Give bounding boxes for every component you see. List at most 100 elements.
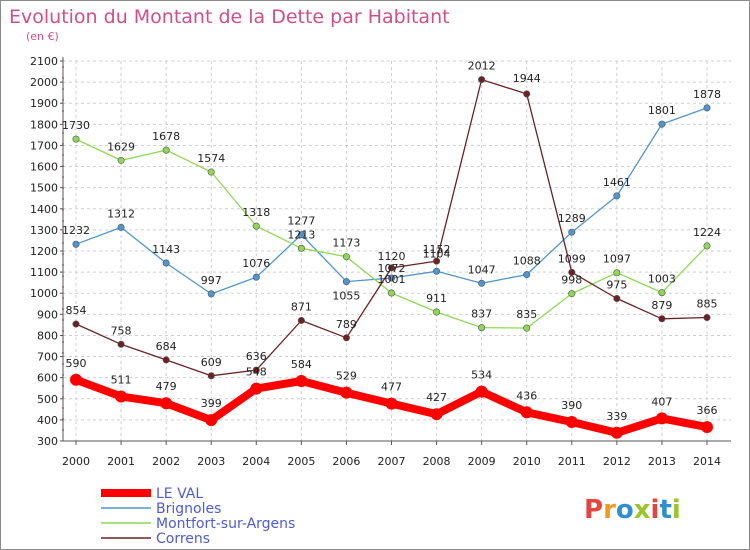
data-point xyxy=(252,366,260,374)
data-label: 997 xyxy=(201,274,222,287)
y-tick-label: 1400 xyxy=(30,203,58,216)
data-label: 789 xyxy=(336,318,357,331)
data-point xyxy=(117,223,125,231)
data-point xyxy=(387,274,395,282)
y-tick-label: 1800 xyxy=(30,118,58,131)
y-tick-label: 1300 xyxy=(30,224,58,237)
legend-label: LE VAL xyxy=(156,486,203,502)
axes: 300 400 500 600 700 800 900 1000 1100 1200 1300 140… xyxy=(30,55,731,468)
data-point xyxy=(205,414,218,427)
data-point xyxy=(433,257,441,265)
legend-label: Montfort-sur-Argens xyxy=(156,516,295,532)
data-point xyxy=(613,269,621,277)
data-point xyxy=(250,382,263,395)
data-point xyxy=(523,324,531,332)
data-label: 684 xyxy=(156,340,177,353)
data-label: 390 xyxy=(561,399,582,412)
data-point xyxy=(478,324,486,332)
brand-letter: r xyxy=(603,495,616,525)
data-point xyxy=(703,242,711,250)
data-label: 534 xyxy=(471,369,492,382)
data-label: 1055 xyxy=(332,290,360,303)
data-label: 1629 xyxy=(107,140,135,153)
legend-label: Correns xyxy=(156,531,210,547)
data-label: 436 xyxy=(516,389,537,402)
y-tick-label: 1600 xyxy=(30,161,58,174)
data-point xyxy=(297,244,305,252)
data-point xyxy=(430,408,443,421)
brand-letter: i xyxy=(651,495,660,525)
data-point xyxy=(297,231,305,239)
data-point xyxy=(387,264,395,272)
data-point xyxy=(565,416,578,428)
data-label: 1104 xyxy=(423,247,451,260)
x-tick-label: 2008 xyxy=(423,455,451,468)
data-point xyxy=(655,412,668,425)
data-point xyxy=(385,397,398,410)
data-point xyxy=(610,426,623,439)
data-label: 1312 xyxy=(107,207,135,220)
y-tick-label: 700 xyxy=(37,351,58,364)
data-label: 1277 xyxy=(287,215,315,228)
data-point xyxy=(117,340,125,348)
x-tick-label: 2004 xyxy=(242,455,270,468)
data-point xyxy=(342,253,350,261)
x-tick-label: 2007 xyxy=(378,455,406,468)
data-labels: 1232 1312 1143 997 1076 1277 1055 1072 1104 1047 1… xyxy=(62,60,721,423)
data-label: 366 xyxy=(697,404,718,417)
legend: LE VALBrignolesMontfort-sur-ArgensCorren… xyxy=(101,486,295,547)
data-label: 1088 xyxy=(513,255,541,268)
data-label: 835 xyxy=(516,308,537,321)
data-point xyxy=(297,316,305,324)
data-point xyxy=(520,406,533,419)
data-label: 511 xyxy=(111,373,132,386)
data-point xyxy=(207,372,215,380)
data-label: 529 xyxy=(336,370,357,383)
series-line-montfort-sur-argens xyxy=(75,138,708,329)
x-tick-label: 2010 xyxy=(513,455,541,468)
brand-letter: x xyxy=(634,495,651,525)
data-label: 1173 xyxy=(332,237,360,250)
data-label: 998 xyxy=(561,274,582,287)
data-label: 1730 xyxy=(62,119,90,132)
data-label: 1678 xyxy=(152,130,180,143)
data-label: 1143 xyxy=(152,243,180,256)
data-label: 871 xyxy=(291,300,312,313)
data-point xyxy=(115,390,128,403)
data-label: 1213 xyxy=(287,228,315,241)
data-label: 1076 xyxy=(242,257,270,270)
data-point xyxy=(568,228,576,236)
data-label: 1318 xyxy=(242,206,270,219)
data-label: 584 xyxy=(291,358,312,371)
data-label: 1120 xyxy=(378,250,406,263)
y-tick-label: 400 xyxy=(37,414,58,427)
data-point xyxy=(340,386,353,399)
y-tick-label: 300 xyxy=(37,435,58,448)
data-label: 1878 xyxy=(693,88,721,101)
data-point xyxy=(703,313,711,321)
data-label: 854 xyxy=(66,304,87,317)
x-tick-label: 2000 xyxy=(62,455,90,468)
brand-letter: t xyxy=(659,495,671,525)
y-tick-label: 1700 xyxy=(30,139,58,152)
data-point xyxy=(207,168,215,176)
brand-letter: P xyxy=(584,495,603,525)
x-tick-label: 2003 xyxy=(197,455,225,468)
x-tick-label: 2006 xyxy=(332,455,360,468)
x-tick-label: 2013 xyxy=(648,455,676,468)
data-label: 548 xyxy=(246,366,267,379)
data-label: 407 xyxy=(651,395,672,408)
chart-subtitle: (en €) xyxy=(26,30,59,43)
data-label: 885 xyxy=(697,298,718,311)
data-point xyxy=(72,320,80,328)
data-label: 1003 xyxy=(648,273,676,286)
brand-text: Proxiti xyxy=(584,495,681,525)
data-label: 1072 xyxy=(378,262,406,275)
data-point xyxy=(295,375,308,388)
y-tick-label: 1500 xyxy=(30,182,58,195)
y-tick-label: 600 xyxy=(37,372,58,385)
data-label: 636 xyxy=(246,350,267,363)
data-point xyxy=(342,278,350,286)
data-label: 1944 xyxy=(513,72,541,85)
